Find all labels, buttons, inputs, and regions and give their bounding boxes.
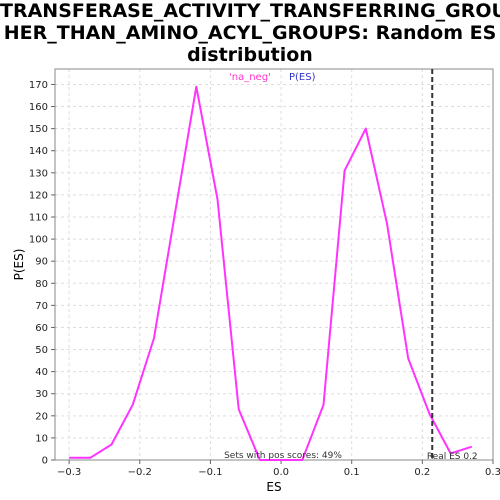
x-axis-label: ES <box>266 480 281 494</box>
y-tick-label: 50 <box>35 345 48 356</box>
y-tick-label: 120 <box>29 190 48 201</box>
legend-label-na-neg: 'na_neg' <box>229 72 271 83</box>
x-tick-label: −0.3 <box>57 467 81 478</box>
y-tick-label: 20 <box>35 411 48 422</box>
chart-title-line-2: HER_THAN_AMINO_ACYL_GROUPS: Random ES <box>3 22 497 44</box>
y-tick-label: 110 <box>29 213 48 224</box>
legend-label-pes: P(ES) <box>289 72 316 83</box>
y-tick-label: 10 <box>35 433 48 444</box>
y-axis-label: P(ES) <box>12 249 26 281</box>
chart-title: TRANSFERASE_ACTIVITY_TRANSFERRING_GROUPS… <box>0 0 500 66</box>
y-tick-label: 140 <box>29 146 48 157</box>
y-tick-label: 90 <box>35 257 48 268</box>
y-tick-label: 70 <box>35 301 48 312</box>
y-tick-label: 170 <box>29 80 48 91</box>
y-tick-label: 40 <box>35 367 48 378</box>
y-tick-label: 100 <box>29 235 48 246</box>
y-tick-label: 80 <box>35 279 48 290</box>
y-axis: 0 10 20 30 40 50 60 70 80 90 100 110 120 130 140 150 160… <box>29 80 55 467</box>
y-tick-label: 0 <box>42 456 48 467</box>
series-line <box>69 85 473 461</box>
x-axis: −0.3 −0.2 −0.1 0.0 0.1 0.2 0.3 <box>57 460 500 478</box>
chart-title-line-3: distribution <box>187 44 313 66</box>
x-tick-label: 0.0 <box>273 467 289 478</box>
y-tick-label: 160 <box>29 102 48 113</box>
chart-title-line-1: TRANSFERASE_ACTIVITY_TRANSFERRING_GROUPS… <box>0 0 500 22</box>
y-tick-label: 130 <box>29 168 48 179</box>
plot-frame <box>54 68 494 461</box>
grid <box>55 69 494 461</box>
x-tick-label: −0.2 <box>128 467 152 478</box>
x-tick-label: −0.1 <box>198 467 222 478</box>
real-es-label: Real ES 0.2 <box>427 452 478 462</box>
pos-scores-annotation: Sets with pos scores: 49% <box>224 451 342 461</box>
series-layer <box>69 85 473 461</box>
y-tick-label: 150 <box>29 124 48 135</box>
x-tick-label: 0.3 <box>485 467 500 478</box>
y-tick-label: 30 <box>35 389 48 400</box>
y-tick-label: 60 <box>35 323 48 334</box>
x-tick-label: 0.2 <box>414 467 430 478</box>
x-tick-label: 0.1 <box>344 467 360 478</box>
